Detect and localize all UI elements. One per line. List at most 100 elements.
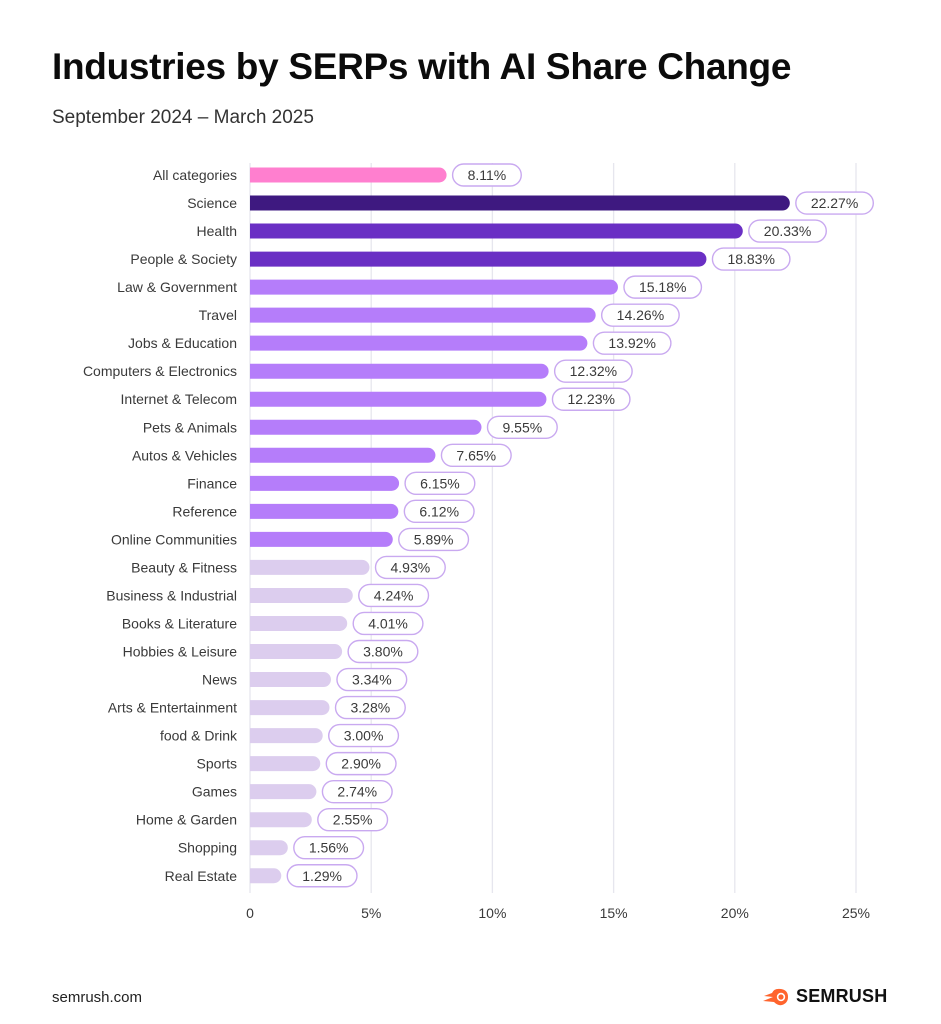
bar xyxy=(250,391,547,407)
value-pill xyxy=(748,219,827,243)
bar xyxy=(250,223,743,239)
category-label: Business & Industrial xyxy=(106,587,237,603)
value-pill xyxy=(551,387,631,411)
value-pill xyxy=(286,864,358,888)
category-label: Home & Garden xyxy=(136,812,237,828)
x-tick-label: 20% xyxy=(721,905,749,921)
bar xyxy=(250,419,482,435)
category-label: Online Communities xyxy=(111,531,237,547)
x-axis-ticks: 0 5% 10% 15% 20% 25% xyxy=(246,905,870,921)
bar-row: Real Estate 1.29% xyxy=(165,864,358,888)
bar-row: Health 20.33% xyxy=(197,219,827,243)
category-label: Pets & Animals xyxy=(143,419,237,435)
bar-chart: All categories 8.11% Science 22.27% Health 20… xyxy=(83,163,875,921)
brand-logo: SEMRUSH xyxy=(760,986,887,1007)
value-label: 3.00% xyxy=(344,728,384,744)
value-label: 12.23% xyxy=(567,391,614,407)
category-label: Beauty & Fitness xyxy=(131,559,237,575)
bar xyxy=(250,363,549,379)
source-label: semrush.com xyxy=(52,989,143,1006)
value-pill xyxy=(403,499,475,524)
x-tick-label: 10% xyxy=(478,905,506,921)
x-tick-label: 5% xyxy=(361,905,381,921)
category-label: Finance xyxy=(187,475,237,491)
category-label: All categories xyxy=(153,167,237,183)
value-pill xyxy=(358,583,430,608)
category-label: Science xyxy=(187,195,237,211)
semrush-fireball-icon xyxy=(762,988,788,1005)
bar xyxy=(250,615,348,631)
bar-row: News 3.34% xyxy=(202,667,408,692)
bar xyxy=(250,559,370,575)
bar xyxy=(250,167,447,183)
category-label: Sports xyxy=(197,756,237,772)
value-label: 6.12% xyxy=(419,503,459,519)
bar-row: Games 2.74% xyxy=(192,779,393,804)
bar xyxy=(250,756,321,772)
x-tick-label: 15% xyxy=(600,905,628,921)
value-pill xyxy=(451,163,522,187)
value-pill xyxy=(398,527,470,552)
value-pill xyxy=(553,359,633,383)
value-pill xyxy=(600,303,680,327)
value-pill xyxy=(795,191,875,215)
value-label: 15.18% xyxy=(639,279,686,295)
value-label: 1.56% xyxy=(309,840,349,856)
bar xyxy=(250,644,343,660)
value-pill xyxy=(486,415,558,439)
value-pill xyxy=(404,471,476,496)
value-label: 4.93% xyxy=(391,559,431,575)
value-label: 5.89% xyxy=(414,531,454,547)
bar xyxy=(250,784,317,800)
value-label: 1.29% xyxy=(302,868,342,884)
bar-row: Hobbies & Leisure 3.80% xyxy=(123,639,419,664)
chart-title: Industries by SERPs with AI Share Change xyxy=(52,46,792,87)
category-label: Hobbies & Leisure xyxy=(123,644,238,660)
chart-subtitle: September 2024 – March 2025 xyxy=(52,107,314,128)
bar-row: Reference 6.12% xyxy=(172,499,475,524)
x-tick-label: 0 xyxy=(246,905,254,921)
bar xyxy=(250,587,353,603)
bar-row: Autos & Vehicles 7.65% xyxy=(132,443,512,467)
bar-row: People & Society 18.83% xyxy=(130,247,791,271)
bar-row: Online Communities 5.89% xyxy=(111,527,470,552)
brand-name: SEMRUSH xyxy=(796,986,888,1006)
value-label: 13.92% xyxy=(608,335,655,351)
value-label: 9.55% xyxy=(502,419,542,435)
value-pill xyxy=(336,667,408,692)
bar-row: Computers & Electronics 12.32% xyxy=(83,359,633,383)
bar xyxy=(250,307,596,323)
bar xyxy=(250,531,393,547)
value-pill xyxy=(374,555,446,580)
category-label: Real Estate xyxy=(165,868,238,884)
value-label: 3.28% xyxy=(351,700,391,716)
bar-row: Finance 6.15% xyxy=(187,471,476,496)
bar xyxy=(250,195,790,211)
bar xyxy=(250,335,588,351)
value-label: 4.01% xyxy=(368,615,408,631)
bar xyxy=(250,672,331,688)
category-label: Health xyxy=(197,223,237,239)
bar-row: Internet & Telecom 12.23% xyxy=(121,387,631,411)
bar-row: Law & Government 15.18% xyxy=(117,275,703,299)
bar xyxy=(250,840,288,856)
category-label: Jobs & Education xyxy=(128,335,237,351)
category-label: Law & Government xyxy=(117,279,237,295)
bar-row: Sports 2.90% xyxy=(197,751,397,776)
value-pill xyxy=(293,836,365,860)
bar xyxy=(250,868,282,884)
bar-row: Science 22.27% xyxy=(187,191,875,215)
value-label: 12.32% xyxy=(570,363,617,379)
category-label: People & Society xyxy=(130,251,237,267)
category-label: Travel xyxy=(199,307,237,323)
bar xyxy=(250,475,400,491)
value-label: 8.11% xyxy=(468,167,507,183)
category-label: Computers & Electronics xyxy=(83,363,237,379)
bar xyxy=(250,812,312,828)
category-label: Internet & Telecom xyxy=(121,391,237,407)
value-pill xyxy=(334,695,406,720)
value-label: 4.24% xyxy=(374,587,414,603)
value-label: 3.34% xyxy=(352,672,392,688)
bar-row: Beauty & Fitness 4.93% xyxy=(131,555,446,580)
bar-row: Pets & Animals 9.55% xyxy=(143,415,558,439)
